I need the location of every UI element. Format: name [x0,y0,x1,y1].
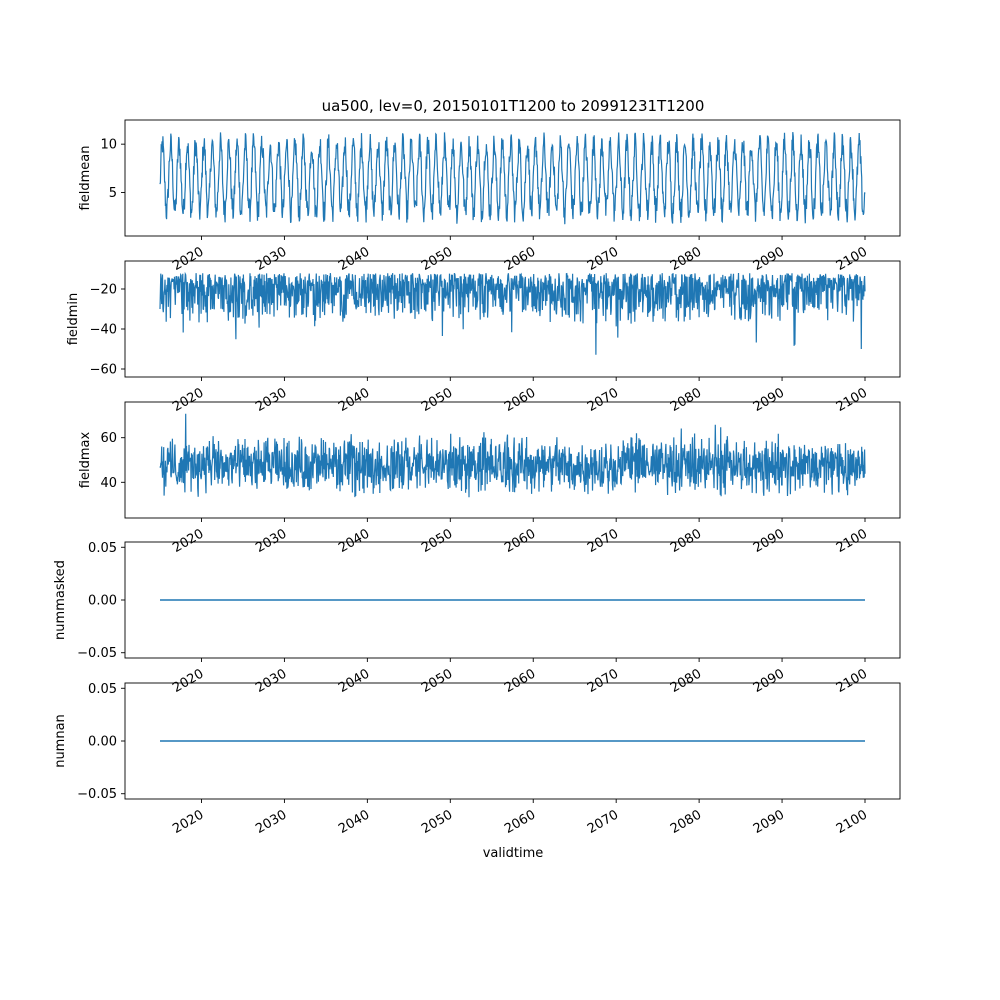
x-axis-label: validtime [483,846,544,861]
y-axis-label-nummasked: nummasked [53,560,68,640]
y-axis-label-fieldmin: fieldmin [66,293,81,346]
x-tick-label: 2050 [419,807,455,837]
x-tick-label: 2020 [170,385,206,415]
subplot-fieldmean: 5 10 fieldmean 2020 2030 2040 2050 2060 2070 2080… [78,119,901,274]
x-tick-label: 2050 [419,526,455,556]
x-tick-label: 2090 [751,526,787,556]
x-tick-label: 2080 [668,244,704,274]
y-tick-label: 0.05 [88,682,117,697]
chart-title: ua500, lev=0, 20150101T1200 to 20991231T… [322,97,705,115]
y-tick-label: 0.05 [88,541,117,556]
y-tick-label: −40 [90,323,117,338]
x-tick-label: 2070 [585,807,621,837]
x-tick-label: 2030 [253,807,289,837]
subplot-nummasked: −0.05 0.00 0.05 nummasked 2020 2030 2040 2050 20… [53,541,901,696]
x-tick-label: 2080 [668,385,704,415]
x-tick-label: 2080 [668,526,704,556]
y-tick-label: −0.05 [77,787,117,802]
subplots: 5 10 fieldmean 2020 2030 2040 2050 2060 2070 2080… [53,119,901,837]
x-tick-label: 2060 [502,385,538,415]
axes-frame-fieldmax [124,401,901,519]
x-tick-label: 2090 [751,244,787,274]
y-tick-label: 0.00 [88,735,117,750]
x-tick-label: 2030 [253,385,289,415]
x-tick-label: 2060 [502,807,538,837]
subplot-fieldmax: 40 60 fieldmax 2020 2030 2040 2050 2060 2070 2080… [78,401,901,556]
y-axis-label-numnan: numnan [53,714,68,768]
subplot-fieldmin: −60 −40 −20 fieldmin 2020 2030 2040 2050 2060 207… [66,260,901,415]
x-tick-label: 2100 [834,807,870,837]
series-line-fieldmin [159,271,866,355]
y-tick-label: 0.00 [88,594,117,609]
y-tick-label: 60 [100,431,117,446]
axes-frame-fieldmin [124,260,901,378]
y-axis-label-fieldmax: fieldmax [78,432,93,489]
x-tick-label: 2020 [170,807,206,837]
series-line-fieldmax [159,413,866,498]
x-tick-label: 2040 [336,666,372,696]
x-tick-label: 2080 [668,807,704,837]
x-tick-label: 2070 [585,526,621,556]
x-tick-label: 2070 [585,244,621,274]
x-tick-label: 2100 [834,385,870,415]
y-tick-label: 5 [109,186,117,201]
x-tick-label: 2050 [419,385,455,415]
x-tick-label: 2100 [834,666,870,696]
x-tick-label: 2080 [668,666,704,696]
x-tick-label: 2030 [253,666,289,696]
x-tick-label: 2060 [502,666,538,696]
x-tick-label: 2040 [336,807,372,837]
x-tick-label: 2040 [336,526,372,556]
axes-frame-fieldmean [124,119,901,237]
x-tick-label: 2030 [253,244,289,274]
subplot-numnan: −0.05 0.00 0.05 numnan 2020 2030 2040 2050 2060 2… [53,682,901,837]
x-tick-label: 2100 [834,526,870,556]
x-tick-label: 2070 [585,666,621,696]
series-line-fieldmean [159,132,866,225]
x-tick-label: 2090 [751,807,787,837]
x-tick-label: 2060 [502,526,538,556]
x-tick-label: 2100 [834,244,870,274]
y-tick-label: 40 [100,476,117,491]
x-tick-label: 2020 [170,244,206,274]
y-axis-label-fieldmean: fieldmean [78,146,93,211]
x-tick-label: 2090 [751,385,787,415]
y-tick-label: −0.05 [77,646,117,661]
x-tick-label: 2070 [585,385,621,415]
y-tick-label: 10 [100,138,117,153]
x-tick-label: 2040 [336,244,372,274]
x-tick-label: 2020 [170,666,206,696]
y-tick-label: −20 [90,283,117,298]
x-tick-label: 2040 [336,385,372,415]
x-tick-label: 2060 [502,244,538,274]
x-tick-label: 2020 [170,526,206,556]
x-tick-label: 2050 [419,244,455,274]
x-tick-label: 2030 [253,526,289,556]
x-tick-label: 2050 [419,666,455,696]
x-tick-label: 2090 [751,666,787,696]
y-tick-label: −60 [90,363,117,378]
